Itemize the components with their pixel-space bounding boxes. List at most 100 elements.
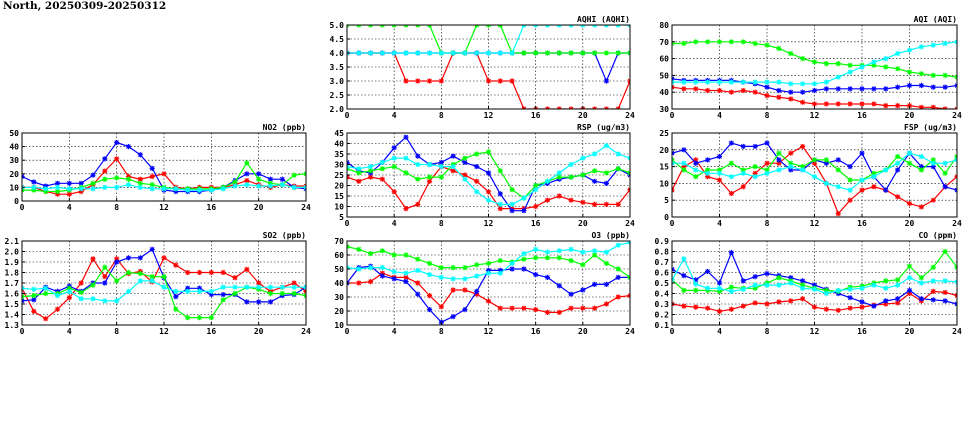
data-point	[185, 285, 191, 291]
data-point	[740, 170, 746, 176]
data-point	[895, 66, 901, 72]
data-point	[800, 282, 806, 288]
data-point	[462, 276, 468, 282]
y-tick-label: 2.0	[5, 248, 20, 257]
data-point	[847, 286, 853, 292]
data-point	[54, 188, 61, 195]
data-point	[752, 164, 758, 170]
data-point	[728, 284, 734, 290]
data-point	[462, 307, 468, 313]
data-point	[220, 186, 226, 192]
data-point	[66, 180, 72, 186]
x-tick-label: 12	[484, 327, 494, 336]
data-point	[450, 168, 456, 174]
data-point	[391, 145, 397, 151]
data-point	[356, 280, 362, 286]
data-point	[895, 153, 901, 160]
data-point	[462, 265, 468, 271]
data-point	[391, 164, 397, 170]
x-tick-label: 16	[207, 203, 217, 212]
y-tick-label: 1.9	[5, 258, 20, 267]
data-point	[173, 294, 179, 300]
data-point	[811, 157, 818, 163]
data-point	[533, 255, 539, 261]
data-point	[764, 282, 770, 288]
data-point	[474, 50, 480, 56]
y-tick-label: 1.6	[5, 290, 20, 299]
chart-no2: 0 4 8 12 16 20 24 0 10 20 30 40 50 NO2 (ppb)	[9, 123, 311, 212]
data-point	[137, 184, 143, 190]
y-tick-label: 20	[334, 182, 344, 191]
data-point	[403, 78, 409, 84]
data-point	[776, 275, 782, 281]
data-point	[78, 186, 84, 192]
y-tick-label: 1.7	[5, 279, 20, 288]
data-point	[556, 50, 562, 56]
data-point	[220, 284, 226, 290]
data-point	[497, 50, 503, 56]
data-point	[509, 305, 515, 311]
data-point	[615, 50, 621, 56]
x-tick-label: 24	[952, 327, 962, 336]
data-point	[835, 307, 841, 313]
data-point	[391, 269, 397, 275]
data-point	[521, 256, 527, 262]
data-point	[509, 201, 515, 207]
data-point	[883, 64, 889, 70]
x-tick-label: 24	[301, 203, 311, 212]
data-point	[415, 201, 421, 207]
data-point	[78, 180, 84, 186]
data-point	[367, 265, 374, 271]
data-point	[592, 168, 598, 174]
data-point	[497, 78, 503, 84]
data-point	[764, 160, 770, 166]
data-point	[161, 284, 167, 290]
data-point	[66, 288, 72, 294]
data-point	[693, 277, 699, 283]
data-point	[811, 87, 818, 94]
data-point	[485, 170, 492, 176]
y-tick-label: 30	[659, 105, 669, 114]
data-point	[811, 282, 818, 288]
data-point	[509, 266, 515, 272]
data-point	[43, 285, 49, 291]
y-tick-label: 10	[659, 179, 669, 188]
data-point	[43, 183, 49, 189]
data-point	[835, 184, 841, 190]
y-tick-label: 3.5	[330, 63, 345, 72]
data-point	[43, 188, 49, 195]
data-point	[918, 153, 924, 160]
data-point	[415, 176, 421, 182]
data-point	[740, 87, 746, 94]
data-point	[728, 160, 734, 166]
data-point	[859, 150, 865, 156]
data-point	[693, 157, 699, 163]
data-point	[918, 296, 924, 302]
data-point	[256, 280, 262, 286]
x-tick-label: 12	[159, 327, 169, 336]
data-point	[438, 50, 444, 56]
data-point	[279, 176, 285, 182]
y-tick-label: 0.9	[655, 237, 670, 246]
y-tick-label: 2.1	[5, 237, 20, 246]
data-point	[752, 143, 758, 150]
data-point	[403, 274, 409, 280]
data-point	[161, 171, 167, 177]
series-series1	[672, 288, 957, 314]
series-series3	[347, 149, 630, 201]
series-series4	[347, 25, 630, 56]
data-point	[776, 79, 782, 85]
data-point	[592, 281, 598, 287]
data-point	[693, 281, 699, 287]
series-series4	[672, 39, 957, 87]
data-point	[918, 44, 924, 50]
data-point	[391, 252, 397, 258]
chart-title: O3 (ppb)	[591, 231, 630, 240]
data-point	[859, 101, 865, 107]
data-point	[474, 164, 480, 170]
data-point	[90, 186, 96, 192]
x-tick-label: 16	[857, 219, 867, 228]
data-point	[918, 204, 924, 210]
data-point	[942, 170, 948, 176]
data-point	[161, 186, 167, 192]
